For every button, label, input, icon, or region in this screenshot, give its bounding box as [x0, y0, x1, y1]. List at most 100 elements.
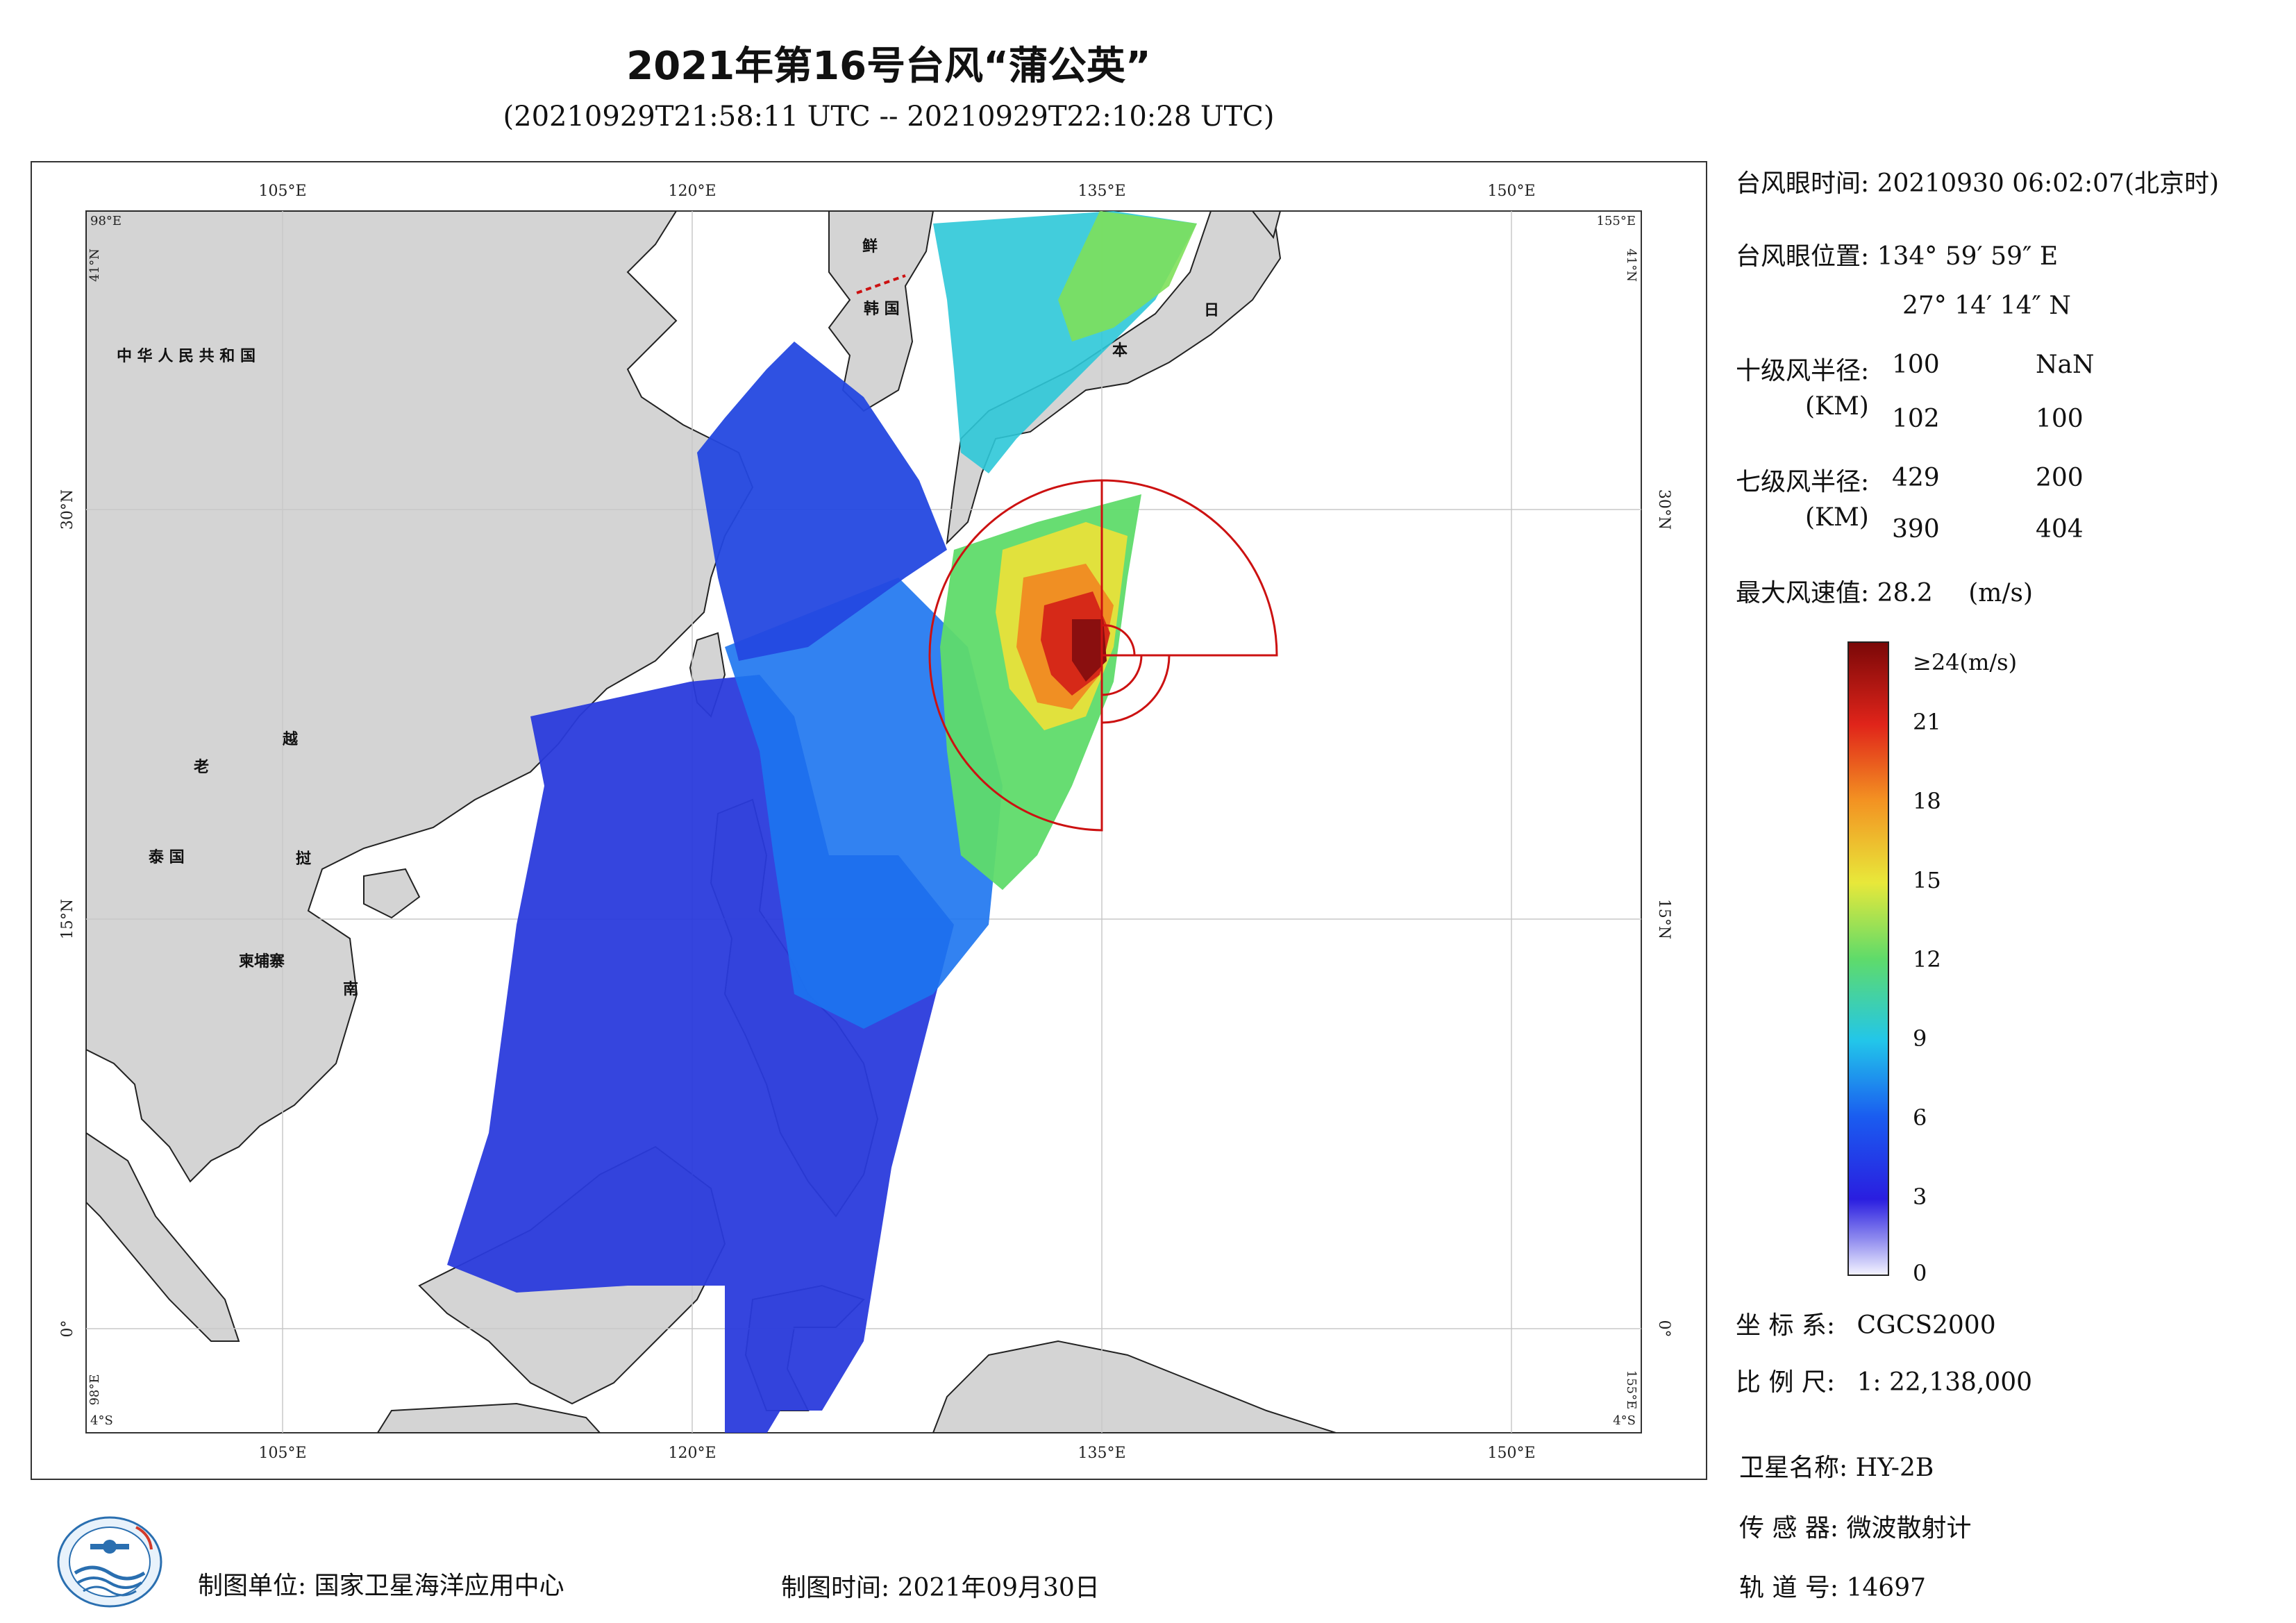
lon-tick-bottom: 105°E	[258, 1445, 306, 1462]
colorbar-tick-label: 6	[1913, 1104, 1927, 1131]
colorbar-tick-label: 15	[1913, 867, 1941, 893]
label-vietnam-3: 南	[343, 981, 358, 998]
wind-swath-north-blue	[697, 342, 947, 661]
corner-lat-bottom-left: 4°S	[90, 1413, 113, 1428]
colorbar-top-label: ≥24(m/s)	[1913, 649, 2017, 675]
wind-swath-typhoon-core	[1072, 619, 1107, 682]
max-wind: 最大风速值: 28.2 (m/s)	[1736, 573, 2033, 609]
eye-lat: 27° 14′ 14″ N	[1902, 292, 2071, 320]
map-maker: 制图单位: 国家卫星海洋应用中心	[198, 1565, 564, 1601]
colorbar-tick-label: 3	[1913, 1184, 1927, 1210]
colorbar-tick-label: 0	[1913, 1260, 1927, 1281]
sensor-label: 传 感 器:	[1739, 1514, 1839, 1542]
max-wind-label: 最大风速值:	[1736, 579, 1870, 607]
map-maker-label: 制图单位:	[198, 1572, 307, 1600]
max-wind-unit: (m/s)	[1968, 579, 2034, 607]
lat-tick-right: 30°N	[1655, 489, 1673, 530]
corner-lat-top-right: 41°N	[1624, 249, 1639, 282]
lon-tick-top: 150°E	[1487, 183, 1535, 200]
land-malay-peninsula	[86, 1132, 240, 1342]
colorbar-tick-label: 12	[1913, 946, 1941, 973]
r7-unit: (KM)	[1805, 503, 1869, 532]
lat-tick-left: 30°N	[59, 489, 76, 530]
label-china: 中 华 人 民 共 和 国	[117, 347, 255, 365]
wind-swath-north-green	[1058, 211, 1197, 342]
korea-border	[856, 274, 906, 294]
r10-value-nw: 100	[2036, 405, 2084, 433]
orbit-value: 14697	[1846, 1574, 1927, 1602]
label-korea-south: 韩 国	[864, 300, 900, 318]
r7-value-ne: 429	[1892, 464, 1940, 492]
scale-label: 比 例 尺:	[1736, 1368, 1836, 1397]
lon-tick-top: 135°E	[1078, 183, 1125, 200]
corner-lon-top-left: 98°E	[90, 214, 121, 228]
eye-time: 台风眼时间: 20210930 06:02:07(北京时)	[1736, 163, 2219, 199]
corner-lat-top-left: 41°N	[87, 249, 102, 282]
corner-lon-top-right: 155°E	[1597, 214, 1636, 228]
label-vietnam-2: 挝	[296, 850, 312, 868]
map-frame	[31, 161, 1707, 1480]
colorbar-tick-label: 21	[1913, 709, 1941, 735]
r10-value-se: NaN	[2036, 351, 2095, 379]
r10-value-sw: 102	[1892, 405, 1940, 433]
label-laos: 老	[193, 759, 209, 776]
scale: 比 例 尺: 1: 22,138,000	[1736, 1362, 2032, 1398]
colorbar: 21 18 15 12 9 6 3 0 ≥24(m/s)	[1847, 641, 2017, 1281]
lon-tick-bottom: 120°E	[668, 1445, 716, 1462]
eye-time-label: 台风眼时间:	[1736, 169, 1870, 198]
wind-radius-ring	[928, 479, 1278, 832]
orbit: 轨 道 号: 14697	[1739, 1567, 1926, 1604]
r7-label: 七级风半径:	[1736, 468, 1870, 496]
lon-tick-bottom: 135°E	[1078, 1445, 1125, 1462]
label-japan-2: 本	[1112, 342, 1128, 360]
lon-tick-top: 120°E	[668, 183, 716, 200]
r7-value-se: 200	[2036, 464, 2084, 492]
sensor: 传 感 器: 微波散射计	[1739, 1508, 1972, 1544]
r7-value-sw: 390	[1892, 515, 1940, 544]
scale-value: 1: 22,138,000	[1857, 1368, 2033, 1397]
label-japan-1: 日	[1204, 302, 1219, 319]
map-date: 制图时间: 2021年09月30日	[781, 1567, 1100, 1604]
lat-tick-right: 15°N	[1655, 899, 1673, 939]
corner-lon-bottom-left: 98°E	[87, 1374, 102, 1405]
r10-label: 十级风半径:	[1736, 357, 1870, 385]
r10-unit: (KM)	[1805, 392, 1869, 421]
land-japan-north	[1251, 211, 1282, 239]
r7-value-nw: 404	[2036, 515, 2084, 544]
typhoon-wind-map: 105°E 120°E 135°E 150°E 105°E 120°E 135°…	[59, 183, 1673, 1462]
lat-tick-left: 0°	[59, 1320, 76, 1338]
land-new-guinea	[932, 1340, 1336, 1433]
lon-tick-top: 105°E	[258, 183, 306, 200]
label-vietnam-1: 越	[282, 731, 299, 748]
r10-value-ne: 100	[1892, 351, 1940, 379]
land-java	[376, 1402, 601, 1433]
lat-tick-left: 15°N	[59, 899, 76, 939]
satellite: 卫星名称: HY-2B	[1739, 1447, 1934, 1483]
max-wind-value: 28.2	[1877, 579, 1933, 607]
colorbar-tick-label: 9	[1913, 1025, 1927, 1052]
map-maker-value: 国家卫星海洋应用中心	[314, 1572, 564, 1600]
label-cambodia: 柬埔寨	[239, 952, 285, 970]
satellite-value: HY-2B	[1855, 1454, 1934, 1482]
colorbar-tick-label: 18	[1913, 788, 1941, 814]
eye-lon: 134° 59′ 59″ E	[1877, 242, 2059, 271]
nsoas-logo-icon	[57, 1516, 162, 1608]
orbit-label: 轨 道 号:	[1739, 1574, 1839, 1602]
crs-value: CGCS2000	[1857, 1311, 1996, 1340]
corner-lat-bottom-right: 4°S	[1613, 1413, 1636, 1428]
map-date-value: 2021年09月30日	[897, 1574, 1100, 1602]
crs-label: 坐 标 系:	[1736, 1311, 1836, 1340]
eye-time-value: 20210930 06:02:07(北京时)	[1877, 169, 2220, 198]
label-thailand: 泰 国	[148, 849, 185, 866]
sensor-value: 微波散射计	[1846, 1514, 1972, 1542]
lat-tick-right: 0°	[1655, 1320, 1673, 1338]
corner-lon-bottom-right: 155°E	[1624, 1370, 1639, 1410]
eye-position-label: 台风眼位置:	[1736, 242, 1870, 271]
crs: 坐 标 系: CGCS2000	[1736, 1305, 1996, 1341]
map-date-label: 制图时间:	[781, 1574, 890, 1602]
map-title: 2021年第16号台风“蒲公英”	[626, 44, 1151, 89]
map-subtitle: (20210929T21:58:11 UTC -- 20210929T22:10…	[503, 101, 1275, 133]
land-hainan	[363, 868, 421, 919]
satellite-label: 卫星名称:	[1739, 1454, 1848, 1482]
lon-tick-bottom: 150°E	[1487, 1445, 1535, 1462]
